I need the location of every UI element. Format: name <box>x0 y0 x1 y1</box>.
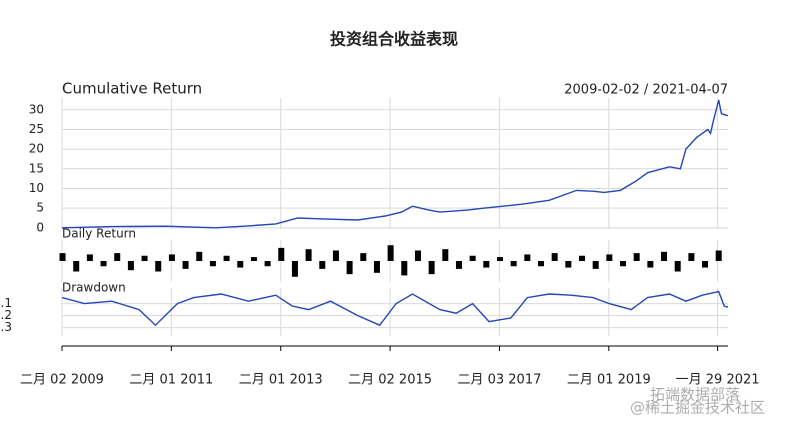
bar <box>483 261 490 268</box>
bar <box>182 261 189 269</box>
bar <box>59 253 66 261</box>
x-tick-label: 一月 29 2021 <box>676 373 760 388</box>
bar <box>551 253 558 261</box>
bar <box>319 261 326 269</box>
bar <box>155 261 162 272</box>
x-tick-label: 二月 02 2015 <box>348 373 432 388</box>
bar <box>223 255 230 261</box>
y-tick-label: 15 <box>29 161 44 175</box>
y-tick-label: 10 <box>29 181 44 195</box>
bar <box>537 261 544 267</box>
bar <box>360 253 367 261</box>
bar <box>606 254 613 261</box>
bar <box>305 249 312 261</box>
y-tick-label: -.3 <box>0 320 12 334</box>
y-tick-label: 5 <box>36 201 44 215</box>
y-tick-label: 30 <box>29 102 44 116</box>
bar <box>168 254 175 261</box>
series-line <box>61 99 729 229</box>
bar <box>73 261 80 272</box>
bar <box>674 261 681 272</box>
bar <box>469 255 476 261</box>
bar <box>715 250 722 261</box>
bar <box>264 261 271 267</box>
bar <box>455 261 462 269</box>
panel-title: Daily Return <box>62 227 136 241</box>
bar <box>620 261 627 267</box>
panel-title: Drawdown <box>62 281 126 295</box>
bar <box>114 253 121 261</box>
y-tick-label: 25 <box>29 122 44 136</box>
bar <box>100 261 107 267</box>
bar <box>127 261 134 271</box>
bar <box>86 254 93 261</box>
x-tick-label: 二月 01 2019 <box>567 373 651 388</box>
x-tick-label: 二月 01 2013 <box>239 373 323 388</box>
bar <box>414 250 421 261</box>
y-tick-label: -.2 <box>0 308 12 322</box>
bar <box>510 261 517 267</box>
bar <box>688 253 695 261</box>
bar <box>373 261 380 273</box>
y-tick-label: 20 <box>29 142 44 156</box>
chart-title: 投资组合收益表现 <box>330 30 458 49</box>
panel-title: Cumulative Return <box>62 80 202 98</box>
bar <box>346 261 353 275</box>
bar <box>387 245 394 261</box>
bar <box>209 261 216 267</box>
y-tick-label: -.1 <box>0 296 12 310</box>
bar <box>565 261 572 268</box>
bar <box>579 255 586 261</box>
bar <box>496 257 503 261</box>
x-tick-label: 二月 01 2011 <box>129 373 213 388</box>
bar <box>278 247 285 261</box>
bar <box>291 261 298 277</box>
bar <box>332 250 339 261</box>
x-tick-label: 二月 02 2009 <box>20 373 104 388</box>
watermark: 拓端数据部落 <box>650 386 740 404</box>
bar <box>141 255 148 261</box>
bar <box>428 261 435 275</box>
bar <box>196 251 203 261</box>
bar <box>442 249 449 261</box>
date-range: 2009-02-02 / 2021-04-07 <box>564 83 728 98</box>
bar <box>647 261 654 268</box>
bar <box>250 257 257 261</box>
bar <box>661 251 668 261</box>
x-tick-label: 二月 03 2017 <box>457 373 541 388</box>
watermark: @稀土掘金技术社区 <box>630 399 765 417</box>
bar <box>237 261 244 268</box>
bar <box>633 253 640 261</box>
bar <box>592 261 599 269</box>
y-tick-label: 0 <box>36 220 44 234</box>
bar <box>702 261 709 268</box>
series-line <box>61 290 729 327</box>
bar <box>524 254 531 261</box>
bar <box>401 261 408 276</box>
